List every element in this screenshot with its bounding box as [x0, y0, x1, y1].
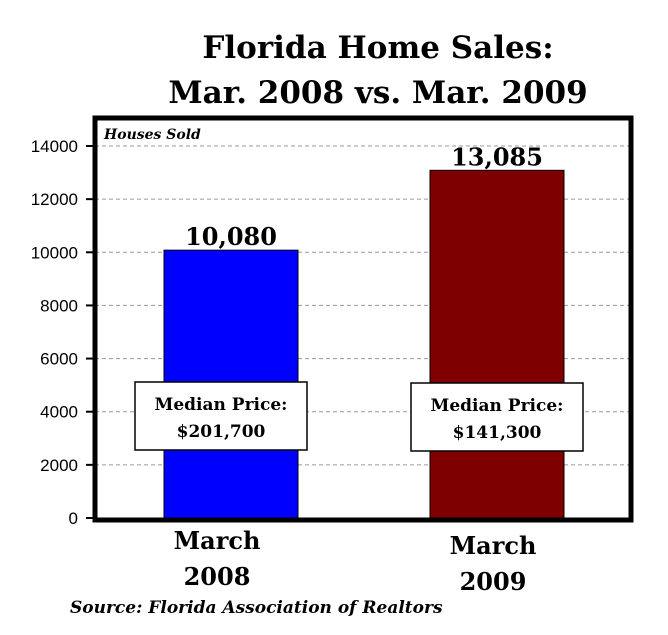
x-axis: March 2008 March 2009 [174, 526, 537, 596]
y-tick-label: 6000 [40, 350, 78, 369]
annotation-text: Median Price: [431, 396, 564, 416]
plot-frame [92, 115, 634, 523]
y-tick-label: 14000 [31, 137, 78, 156]
chart-title-line-1: Florida Home Sales: [202, 30, 553, 66]
x-tick-label: 2009 [460, 567, 527, 596]
y-axis: 0 2000 4000 6000 8000 10000 12000 14000 [31, 137, 95, 528]
bar [429, 169, 565, 519]
y-tick-label: 8000 [40, 296, 78, 315]
annotations: Median Price: $201,700 Median Price: $141,3… [134, 381, 584, 452]
y-tick-label: 10000 [31, 243, 78, 262]
gridlines [95, 145, 631, 466]
x-tick-label: March [174, 526, 261, 555]
y-tick-label: 0 [69, 509, 78, 528]
data-label: 13,085 [451, 142, 543, 171]
annotation-box [410, 382, 584, 452]
y-tick-label: 4000 [40, 403, 78, 422]
source-note: Source: Florida Association of Realtors [70, 598, 443, 618]
annotation-box [134, 381, 308, 451]
data-label: 10,080 [185, 222, 277, 251]
annotation-text: Median Price: [155, 395, 288, 415]
annotation-text: $201,700 [177, 422, 266, 442]
x-tick-label: 2008 [184, 562, 251, 591]
y-axis-label: Houses Sold [103, 127, 201, 143]
y-tick-label: 12000 [31, 190, 78, 209]
chart-title-line-2: Mar. 2008 vs. Mar. 2009 [168, 75, 587, 111]
annotation-text: $141,300 [453, 423, 542, 443]
y-tick-label: 2000 [40, 456, 78, 475]
data-labels: 10,080 13,085 [185, 142, 543, 251]
x-tick-label: March [450, 531, 537, 560]
